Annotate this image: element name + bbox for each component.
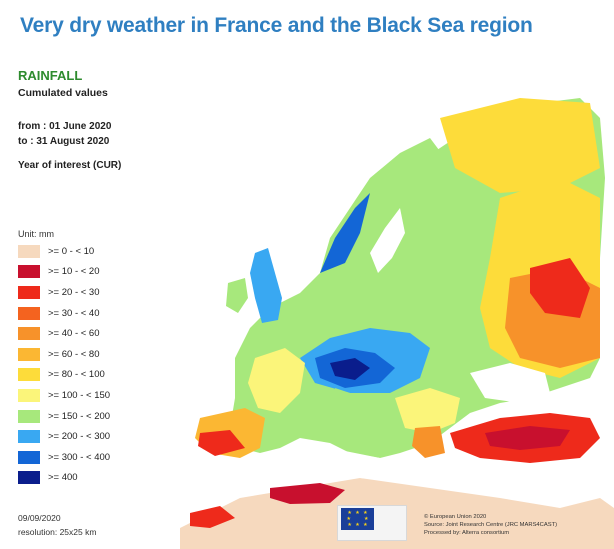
credit-line: Processed by: Alterra consortium [424, 530, 510, 536]
period-to: to : 31 August 2020 [18, 136, 110, 147]
balkans [395, 388, 460, 433]
credit-line: © European Union 2020 [424, 514, 487, 520]
legend-item: >= 40 - < 60 [18, 323, 110, 344]
legend-item: >= 20 - < 30 [18, 282, 110, 303]
legend-item: >= 10 - < 20 [18, 262, 110, 283]
legend-swatch [18, 306, 40, 320]
map-title: RAINFALL [18, 68, 83, 83]
page-headline: Very dry weather in France and the Black… [20, 14, 533, 37]
eu-stars-icon: ★ ★ ★ ★ ★ ★ ★ ★ [346, 510, 370, 528]
map-credits: © European Union 2020 Source: Joint Rese… [424, 513, 557, 537]
legend-swatch [18, 430, 40, 444]
eu-flag-icon [341, 508, 374, 530]
credit-line: Source: Joint Research Centre (JRC MARS4… [424, 522, 558, 528]
legend: >= 0 - < 10 >= 10 - < 20 >= 20 - < 30 >=… [18, 241, 110, 488]
legend-item: >= 30 - < 40 [18, 303, 110, 324]
legend-label: >= 10 - < 20 [48, 266, 100, 278]
legend-swatch [18, 368, 40, 382]
legend-label: >= 200 - < 300 [48, 431, 111, 443]
legend-label: >= 80 - < 100 [48, 369, 105, 381]
legend-label: >= 30 - < 40 [48, 307, 100, 319]
norway-wet [320, 193, 370, 273]
legend-swatch [18, 244, 40, 258]
legend-label: >= 300 - < 400 [48, 451, 111, 463]
turkey-inland [485, 426, 570, 450]
ireland [226, 278, 248, 313]
iberia-red-south [198, 430, 245, 456]
year-of-interest: Year of interest (CUR) [18, 160, 122, 171]
legend-label: >= 150 - < 200 [48, 410, 111, 422]
period-from: from : 01 June 2020 [18, 121, 112, 132]
legend-label: >= 20 - < 30 [48, 286, 100, 298]
black-sea [470, 363, 550, 403]
france-dry [248, 348, 305, 413]
north-russia-yellow [440, 98, 600, 193]
great-britain [250, 248, 282, 323]
legend-item: >= 80 - < 100 [18, 365, 110, 386]
legend-swatch [18, 471, 40, 485]
legend-unit: Unit: mm [18, 229, 54, 239]
legend-label: >= 40 - < 60 [48, 328, 100, 340]
legend-swatch [18, 285, 40, 299]
legend-swatch [18, 409, 40, 423]
map-resolution: resolution: 25x25 km [18, 527, 97, 537]
russia-red-zone [530, 258, 590, 318]
legend-swatch [18, 450, 40, 464]
map-subtitle: Cumulated values [18, 87, 108, 99]
maghreb-coast [270, 483, 345, 504]
legend-swatch [18, 327, 40, 341]
legend-swatch [18, 388, 40, 402]
legend-item: >= 100 - < 150 [18, 385, 110, 406]
morocco-coast [190, 506, 235, 528]
legend-swatch [18, 265, 40, 279]
legend-item: >= 60 - < 80 [18, 344, 110, 365]
alps-core [330, 358, 370, 380]
legend-label: >= 0 - < 10 [48, 245, 95, 257]
greece-dry [412, 426, 445, 458]
italy [335, 388, 380, 450]
legend-label: >= 400 [48, 472, 78, 484]
legend-label: >= 60 - < 80 [48, 348, 100, 360]
rainfall-map [180, 98, 614, 549]
legend-item: >= 200 - < 300 [18, 426, 110, 447]
legend-swatch [18, 347, 40, 361]
legend-item: >= 150 - < 200 [18, 406, 110, 427]
legend-item: >= 0 - < 10 [18, 241, 110, 262]
mediterranean-sea [230, 448, 560, 488]
baltic-sea [370, 208, 405, 273]
map-date: 09/09/2020 [18, 513, 61, 523]
legend-label: >= 100 - < 150 [48, 389, 111, 401]
legend-item: >= 400 [18, 468, 110, 489]
legend-item: >= 300 - < 400 [18, 447, 110, 468]
